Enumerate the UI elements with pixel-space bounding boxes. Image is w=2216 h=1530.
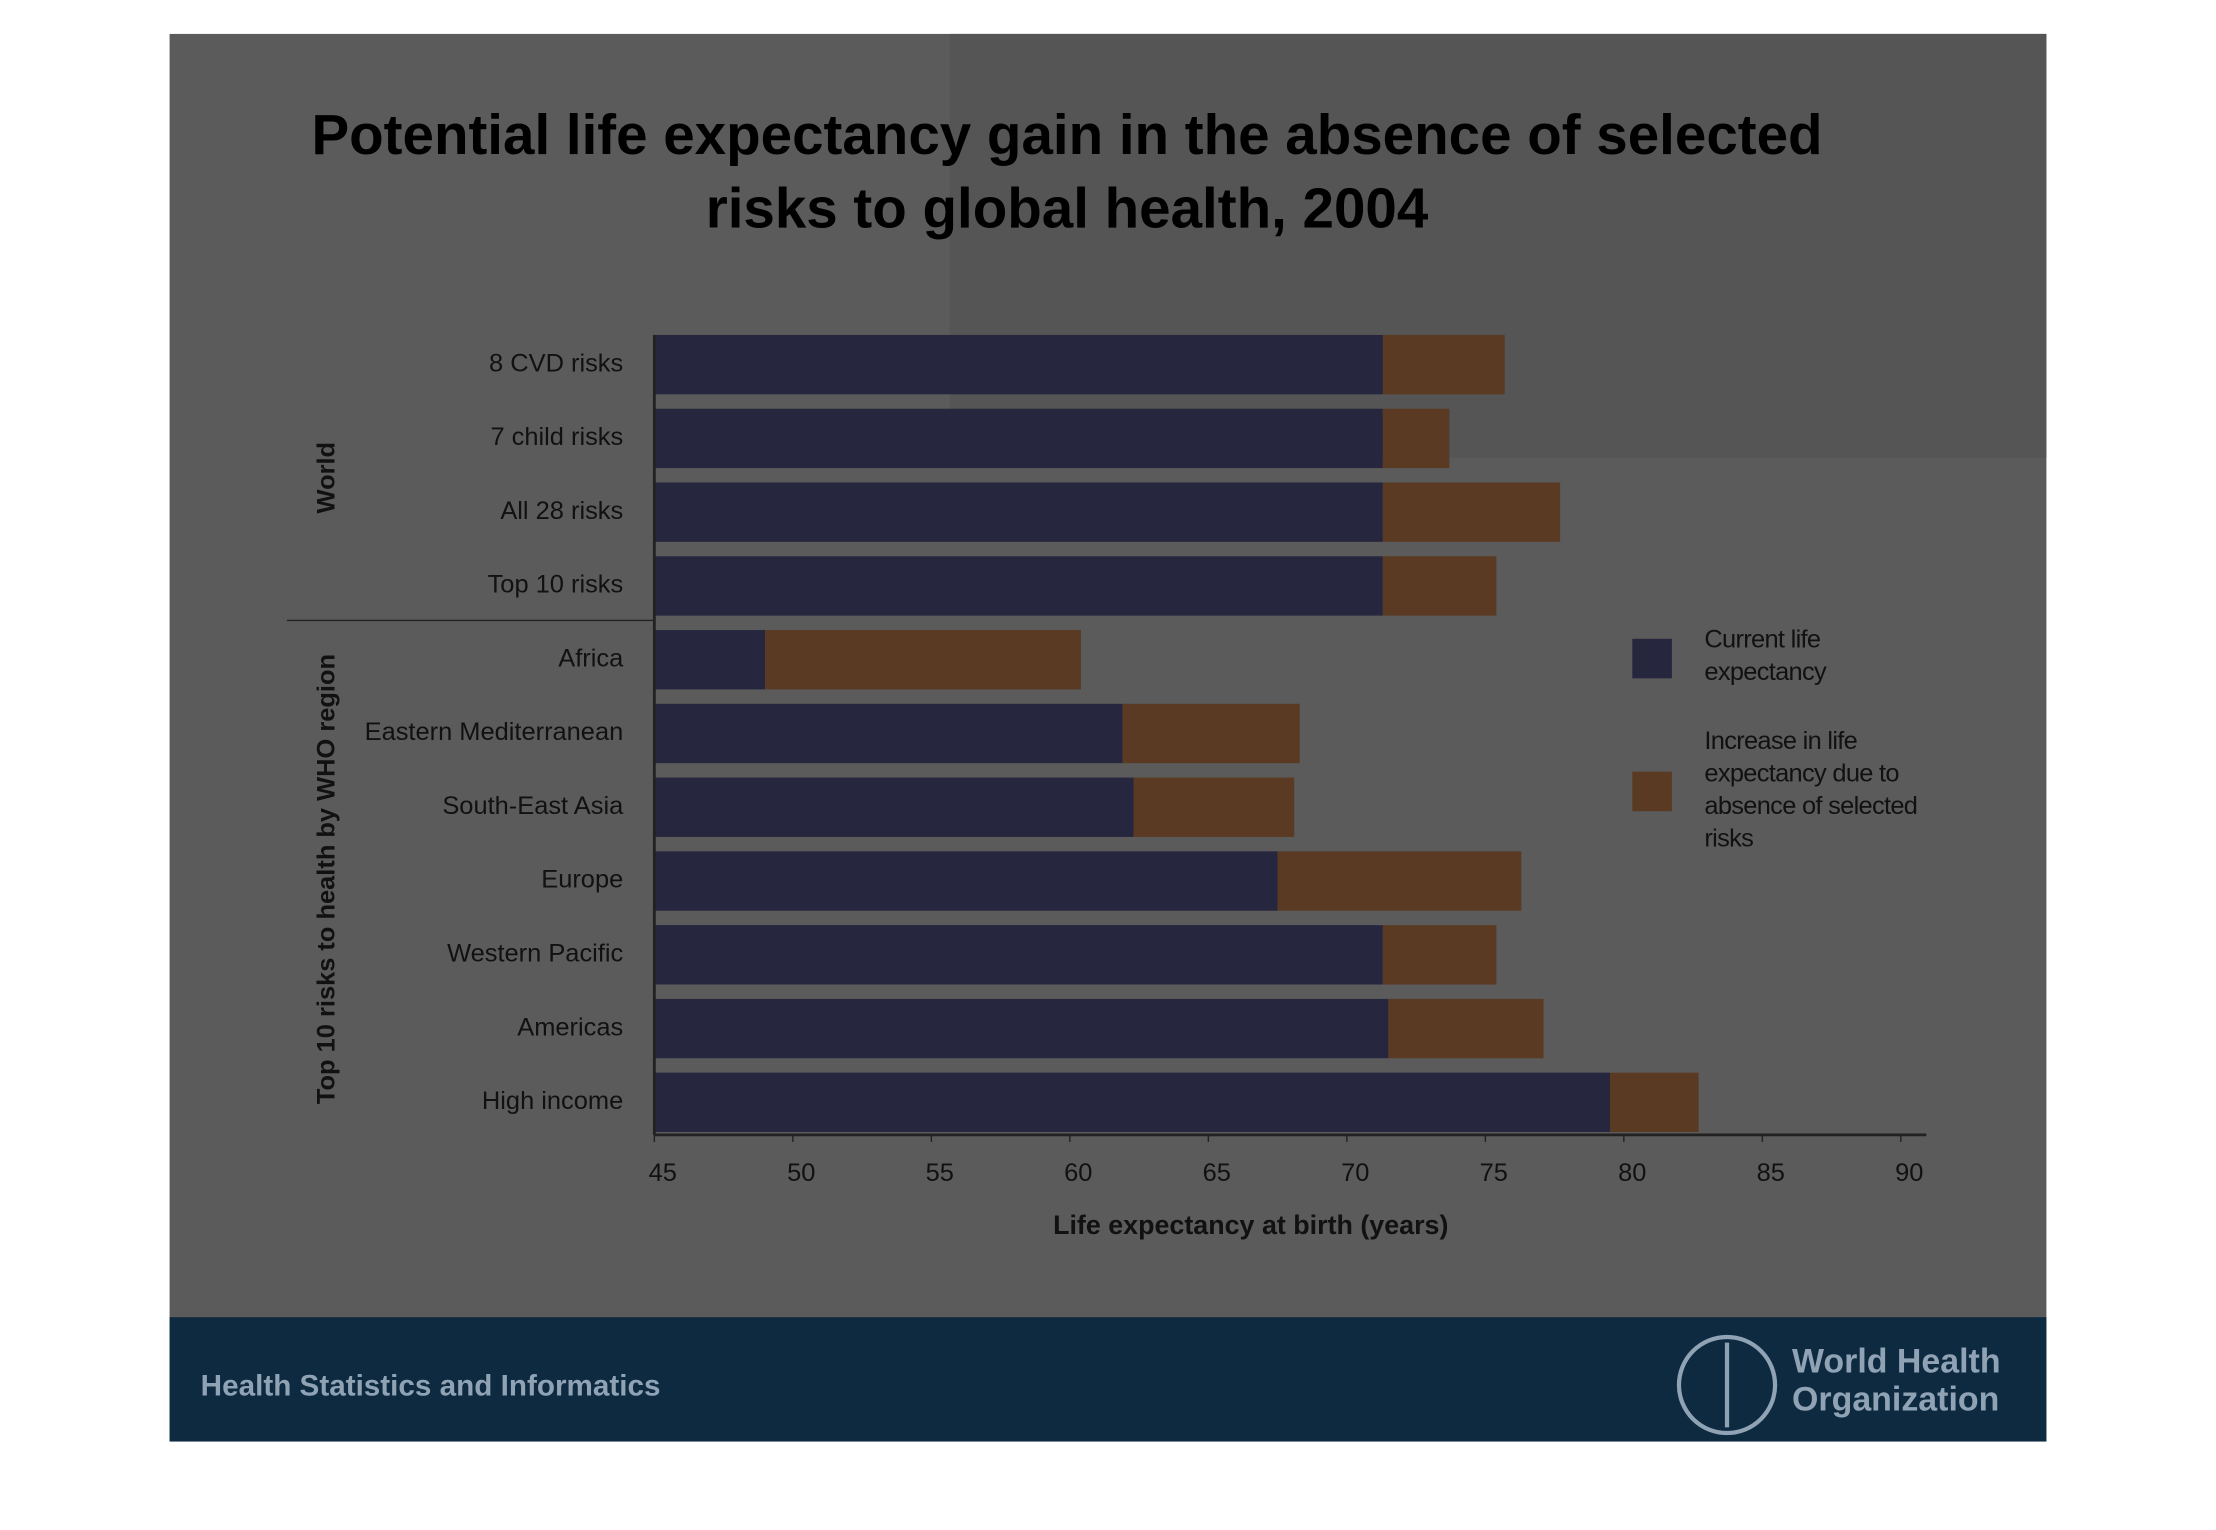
bar-segment: [1382, 334, 1505, 395]
bar-segment: [654, 703, 1123, 764]
bar-segment: [654, 482, 1383, 542]
title-box: Potential life expectancy gain in the ab…: [311, 104, 1823, 241]
x-tick-label: 55: [926, 1159, 954, 1187]
legend-swatch: [1632, 771, 1672, 812]
y-tick-label: Eastern Mediterranean: [365, 718, 624, 746]
bar-segment: [654, 408, 1383, 469]
bar-segment: [1277, 851, 1522, 911]
bar-segment: [1382, 408, 1450, 469]
bar-segment: [654, 630, 766, 690]
bar-segment: [765, 630, 1081, 690]
bar-segment: [654, 334, 1383, 395]
y-tick-label: Europe: [541, 866, 623, 894]
bar-segment: [654, 851, 1278, 911]
bar-segment: [1122, 703, 1300, 764]
legend-entry-box: Increase in life expectancy due to absen…: [1704, 726, 1918, 853]
bar-segment: [654, 777, 1134, 837]
bar-segment: [654, 556, 1383, 616]
bar-segment: [654, 1072, 1610, 1133]
footer-right: World Health Organization: [1792, 1342, 2001, 1419]
y-tick-label: High income: [482, 1087, 623, 1115]
x-tick-label: 60: [1064, 1159, 1092, 1187]
footer-right-box: World Health Organization: [1792, 1342, 2001, 1419]
chart-title: Potential life expectancy gain in the ab…: [311, 104, 1823, 241]
bar-segment: [654, 998, 1389, 1059]
legend-label: Current life expectancy: [1704, 624, 1827, 686]
bar-segment: [1382, 925, 1497, 985]
x-tick-label: 90: [1895, 1159, 1923, 1187]
bar-segment: [1388, 998, 1544, 1059]
footer-left: Health Statistics and Informatics: [201, 1370, 661, 1403]
x-tick-label: 65: [1203, 1159, 1231, 1187]
x-tick-label: 85: [1757, 1159, 1785, 1187]
y-tick-label: Africa: [558, 644, 624, 672]
y-tick-label: 7 child risks: [490, 423, 623, 451]
legend-entry-box: Current life expectancy: [1704, 624, 1827, 686]
x-tick-label: 70: [1341, 1159, 1369, 1187]
y-tick-label: Americas: [517, 1013, 623, 1041]
x-tick-label: 50: [787, 1159, 815, 1187]
x-tick-label: 75: [1480, 1159, 1508, 1187]
bar-segment: [1382, 482, 1561, 542]
who-logo: [1676, 1334, 1778, 1436]
x-tick-label: 80: [1618, 1159, 1646, 1187]
x-tick-label: 45: [649, 1159, 677, 1187]
x-axis-title: Life expectancy at birth (years): [1053, 1210, 1448, 1240]
bar-segment: [1133, 777, 1295, 837]
legend-label: Increase in life expectancy due to absen…: [1704, 726, 1918, 853]
y-tick-label: South-East Asia: [442, 792, 624, 820]
group-label: World: [313, 442, 341, 514]
y-tick-label: 8 CVD risks: [489, 349, 623, 377]
y-tick-label: All 28 risks: [500, 497, 623, 525]
y-tick-label: Top 10 risks: [488, 571, 624, 599]
legend-swatch: [1632, 638, 1672, 679]
y-tick-label: Western Pacific: [447, 940, 623, 968]
bar-segment: [654, 925, 1383, 985]
bar-segment: [1609, 1072, 1699, 1133]
group-label: Top 10 risks to health by WHO region: [313, 654, 341, 1104]
bar-segment: [1382, 556, 1497, 616]
